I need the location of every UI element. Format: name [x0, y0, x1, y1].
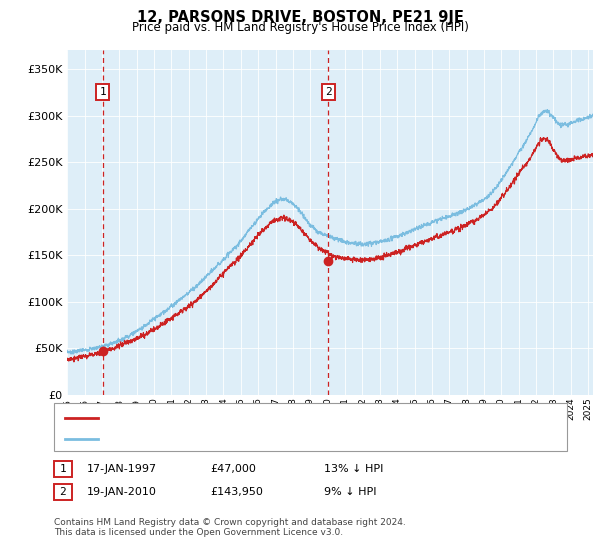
Text: £143,950: £143,950	[210, 487, 263, 497]
Text: Contains HM Land Registry data © Crown copyright and database right 2024.
This d: Contains HM Land Registry data © Crown c…	[54, 518, 406, 538]
Text: Price paid vs. HM Land Registry's House Price Index (HPI): Price paid vs. HM Land Registry's House …	[131, 21, 469, 34]
Text: 1: 1	[59, 464, 67, 474]
Text: 1: 1	[99, 87, 106, 97]
Text: HPI: Average price, detached house, Boston: HPI: Average price, detached house, Bost…	[105, 434, 345, 444]
Text: 12, PARSONS DRIVE, BOSTON, PE21 9JE: 12, PARSONS DRIVE, BOSTON, PE21 9JE	[137, 10, 463, 25]
Text: 12, PARSONS DRIVE, BOSTON, PE21 9JE (detached house): 12, PARSONS DRIVE, BOSTON, PE21 9JE (det…	[105, 413, 422, 423]
Text: 19-JAN-2010: 19-JAN-2010	[87, 487, 157, 497]
Text: £47,000: £47,000	[210, 464, 256, 474]
Text: 17-JAN-1997: 17-JAN-1997	[87, 464, 157, 474]
Text: 13% ↓ HPI: 13% ↓ HPI	[324, 464, 383, 474]
Text: 2: 2	[325, 87, 332, 97]
Text: 9% ↓ HPI: 9% ↓ HPI	[324, 487, 377, 497]
Text: 2: 2	[59, 487, 67, 497]
